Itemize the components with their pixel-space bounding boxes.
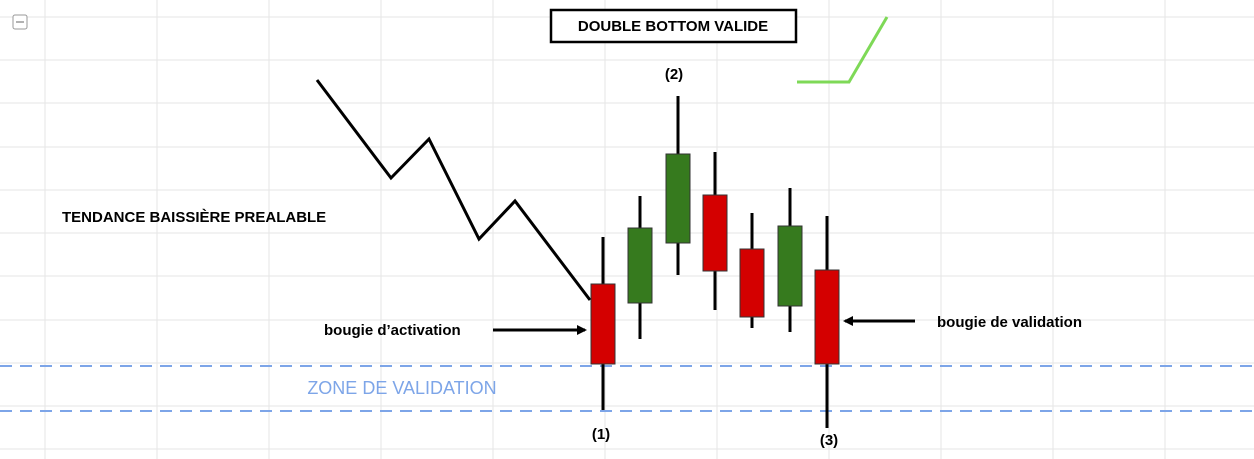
peak-label: (2) xyxy=(665,66,683,83)
first-bottom-label: (1) xyxy=(592,426,610,443)
candle-bodies xyxy=(590,153,840,365)
trend-line xyxy=(315,79,592,301)
breakout-line xyxy=(797,16,889,84)
second-bottom-label: (3) xyxy=(820,432,838,449)
title-box xyxy=(549,8,798,44)
title: DOUBLE BOTTOM VALIDE xyxy=(578,18,768,35)
collapse-icon[interactable] xyxy=(12,14,28,30)
zone-label: ZONE DE VALIDATION xyxy=(307,378,496,398)
activation-label: bougie d’activation xyxy=(324,322,461,339)
trend-label: TENDANCE BAISSIÈRE PREALABLE xyxy=(62,209,326,226)
validation-label: bougie de validation xyxy=(937,314,1082,331)
